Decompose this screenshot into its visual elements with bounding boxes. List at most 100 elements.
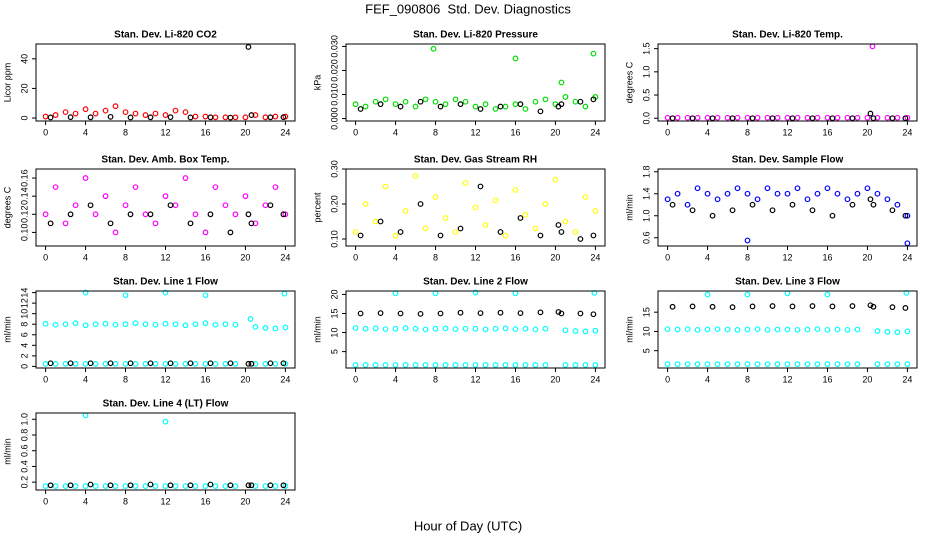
x-tick-label: 0 [43, 374, 48, 384]
x-tick-label: 20 [862, 127, 872, 137]
point [558, 101, 565, 108]
x-tick-label: 0 [353, 127, 358, 137]
point [794, 361, 801, 368]
point [522, 362, 529, 368]
y-axis-label: ml/min [2, 316, 12, 343]
point [844, 114, 851, 121]
point [127, 482, 134, 489]
point [829, 115, 836, 122]
point [829, 212, 836, 219]
point [694, 185, 701, 192]
point [212, 184, 219, 191]
point [192, 113, 199, 120]
point [422, 96, 429, 103]
point [432, 194, 439, 200]
point [222, 202, 229, 209]
point [577, 236, 584, 242]
point [42, 113, 49, 120]
point [864, 114, 871, 121]
point [412, 103, 419, 110]
point [472, 103, 479, 110]
plot-frame [345, 43, 606, 122]
point [774, 190, 781, 197]
point [714, 114, 721, 121]
y-tick-label: 0.5 [641, 89, 651, 102]
point [462, 362, 469, 368]
point [47, 482, 54, 489]
point [242, 193, 249, 200]
point [162, 193, 169, 200]
point [734, 185, 741, 192]
point [442, 101, 449, 108]
point [132, 320, 139, 327]
point [82, 106, 89, 113]
point [47, 360, 54, 367]
point [844, 196, 851, 203]
y-tick-label: 0.010 [329, 83, 339, 106]
point [47, 114, 54, 121]
point [497, 103, 504, 110]
y-tick-label: 0 [19, 116, 29, 121]
point [874, 361, 881, 368]
point [674, 114, 681, 121]
x-tick-label: 8 [123, 252, 128, 262]
point [774, 114, 781, 121]
x-tick-label: 20 [240, 252, 250, 262]
point [142, 321, 149, 328]
point [704, 190, 711, 197]
point [774, 326, 781, 333]
y-axis-label: ml/min [312, 316, 322, 343]
point [172, 202, 179, 209]
point [744, 291, 751, 298]
point [889, 304, 896, 311]
point [172, 107, 179, 114]
point [192, 211, 199, 218]
point [112, 103, 119, 110]
point [62, 321, 69, 328]
point [248, 482, 255, 489]
point [392, 232, 399, 239]
point [192, 483, 199, 489]
point [714, 196, 721, 203]
point [267, 360, 274, 367]
point [769, 207, 776, 214]
plot-frame [657, 168, 918, 247]
point [72, 110, 79, 117]
point [362, 362, 369, 368]
y-tick-label: 1.0 [641, 66, 651, 79]
x-tick-label: 8 [433, 252, 438, 262]
point [52, 360, 59, 367]
point [142, 211, 149, 218]
point [804, 114, 811, 121]
point [734, 326, 741, 333]
point [814, 190, 821, 197]
point [804, 361, 811, 368]
point [280, 360, 287, 367]
point [689, 207, 696, 214]
point [684, 114, 691, 121]
x-tick-label: 4 [705, 374, 710, 384]
point [522, 106, 529, 112]
point [744, 190, 751, 197]
point [62, 220, 69, 227]
point [694, 361, 701, 368]
point [82, 322, 89, 329]
point [392, 101, 399, 108]
point [844, 361, 851, 368]
point [382, 183, 389, 190]
y-tick-label: 5 [641, 348, 651, 353]
panel-title: Stan. Dev. Line 1 Flow [113, 277, 218, 288]
point [202, 320, 209, 327]
point [724, 361, 731, 368]
plot-frame [657, 43, 918, 122]
point [537, 232, 544, 239]
point [167, 482, 174, 489]
point [492, 325, 499, 332]
point [492, 197, 499, 204]
point [804, 196, 811, 203]
point [207, 360, 214, 367]
point [352, 229, 359, 235]
point [472, 289, 479, 296]
point [870, 201, 877, 208]
point [577, 98, 584, 105]
